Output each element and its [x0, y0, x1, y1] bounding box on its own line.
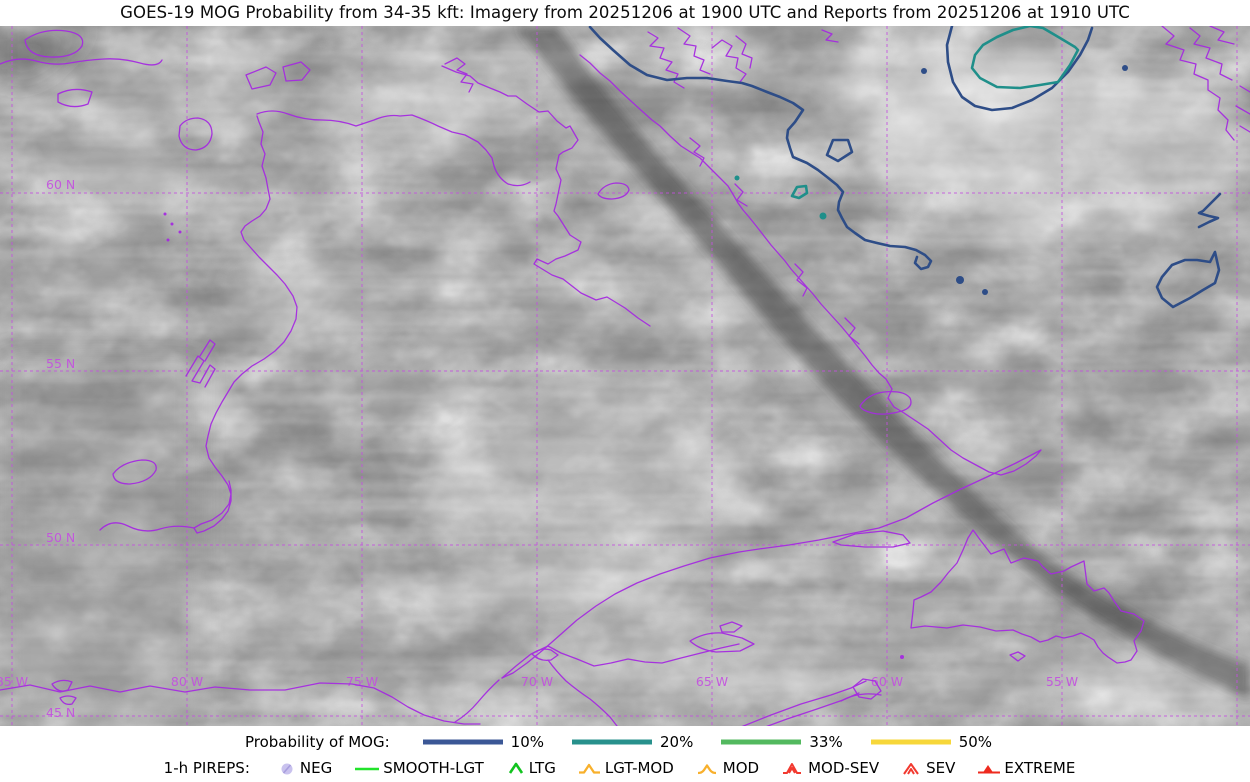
lon-label-55w: 55 W	[1046, 674, 1078, 689]
lon-label-85w: 85 W	[0, 674, 28, 689]
probability-legend-row: Probability of MOG: 10% 20% 33%	[0, 729, 1250, 755]
mod-label: MOD	[722, 759, 760, 777]
prob-20-label: 20%	[660, 733, 694, 751]
prob-33-label: 33%	[809, 733, 843, 751]
lgt-mod-label: LGT-MOD	[604, 759, 674, 777]
lat-label-60n: 60 N	[46, 177, 75, 192]
legend-item-prob-33: 33%	[719, 733, 843, 751]
extreme-label: EXTREME	[1004, 759, 1076, 777]
legend-item-lgt-mod: LGT-MOD	[578, 759, 674, 777]
grid-labels: 60 N 55 N 50 N 45 N 85 W 80 W 75 W 70 W …	[0, 177, 1078, 720]
satellite-map: 60 N 55 N 50 N 45 N 85 W 80 W 75 W 70 W …	[0, 22, 1250, 731]
prob-10-line-swatch	[422, 739, 503, 745]
legend-item-prob-20: 20%	[570, 733, 693, 751]
probability-legend-label: Probability of MOG:	[244, 733, 390, 751]
legend-item-ltg: LTG	[506, 759, 556, 777]
mod-symbol-icon	[697, 764, 716, 775]
lat-label-45n: 45 N	[46, 705, 75, 720]
lon-label-65w: 65 W	[696, 674, 728, 689]
mod-sev-symbol-icon	[783, 763, 802, 774]
lat-label-50n: 50 N	[46, 530, 75, 545]
page-title: GOES-19 MOG Probability from 34-35 kft: …	[120, 3, 1130, 22]
prob-50-line-swatch	[870, 739, 951, 745]
legend: Probability of MOG: 10% 20% 33%	[0, 729, 1250, 781]
sev-symbol-icon	[903, 763, 919, 775]
lon-label-75w: 75 W	[346, 674, 378, 689]
legend-item-neg: NEG	[279, 759, 332, 777]
satellite-map-canvas: 60 N 55 N 50 N 45 N 85 W 80 W 75 W 70 W …	[0, 22, 1250, 731]
prob-10-label: 10%	[510, 733, 545, 751]
mod-sev-label: MOD-SEV	[808, 759, 880, 777]
contour-10pct	[588, 24, 1222, 309]
coastlines	[0, 25, 1250, 731]
prob-33-line-swatch	[721, 739, 802, 745]
legend-item-prob-10: 10%	[421, 733, 544, 751]
lat-label-55n: 55 N	[46, 356, 75, 371]
lon-label-80w: 80 W	[171, 674, 203, 689]
prob-20-line-swatch	[572, 739, 653, 745]
legend-item-mod-sev: MOD-SEV	[781, 759, 879, 777]
lgt-mod-symbol-icon	[578, 763, 600, 774]
ltg-label: LTG	[528, 759, 556, 777]
dark-cloud-band	[516, 26, 1250, 700]
sev-label: SEV	[926, 759, 956, 777]
legend-item-smooth-lgt: SMOOTH-LGT	[354, 759, 484, 777]
neg-circle-icon	[281, 763, 293, 775]
pireps-legend-row: 1-h PIREPS: NEG SMOOTH-LGT LTG	[0, 755, 1250, 781]
lon-label-70w: 70 W	[521, 674, 553, 689]
contour-20pct	[734, 24, 1080, 220]
extreme-symbol-icon	[978, 765, 1001, 774]
smooth-lgt-label: SMOOTH-LGT	[383, 759, 484, 777]
neg-label: NEG	[299, 759, 333, 777]
legend-item-prob-50: 50%	[869, 733, 992, 751]
legend-item-extreme: EXTREME	[977, 759, 1075, 777]
latlon-grid	[0, 26, 1250, 726]
ltg-caret-icon	[508, 762, 523, 774]
legend-item-mod: MOD	[696, 759, 759, 777]
lon-label-60w: 60 W	[871, 674, 903, 689]
pireps-legend-label: 1-h PIREPS:	[163, 759, 250, 777]
legend-item-sev: SEV	[901, 759, 955, 777]
prob-50-label: 50%	[958, 733, 993, 751]
smooth-lgt-line-icon	[355, 767, 380, 771]
